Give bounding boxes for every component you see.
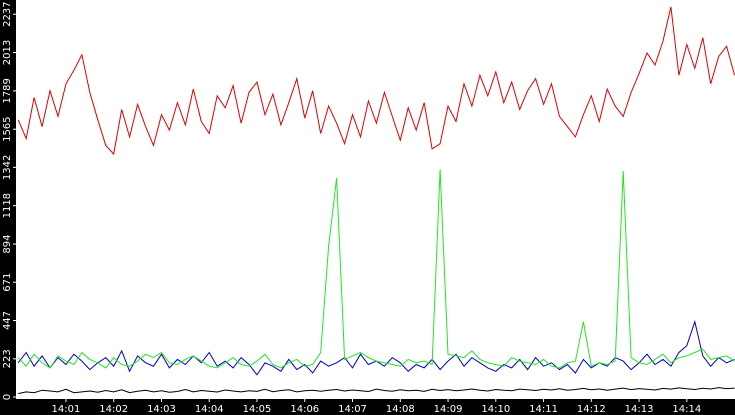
x-axis-bar — [0, 399, 735, 415]
x-tick-label: 14:09 — [434, 404, 463, 415]
x-tick-label: 14:01 — [52, 404, 81, 415]
x-tick-label: 14:04 — [195, 404, 224, 415]
series-line — [17, 6, 735, 156]
series-line — [18, 387, 735, 395]
y-tick-label: 1342 — [2, 155, 13, 180]
x-tick-label: 14:11 — [529, 404, 558, 415]
x-tick-label: 14:12 — [577, 404, 606, 415]
x-tick-label: 14:08 — [386, 404, 415, 415]
x-tick-label: 14:03 — [147, 404, 176, 415]
x-tick-label: 14:06 — [290, 404, 319, 415]
y-tick-label: 1789 — [2, 78, 13, 103]
y-tick-label: 1118 — [2, 193, 13, 218]
x-tick-label: 14:10 — [481, 404, 510, 415]
x-tick-label: 14:07 — [338, 404, 367, 415]
x-tick-label: 14:02 — [99, 404, 128, 415]
y-tick-label: 2013 — [2, 40, 13, 65]
y-tick-label: 1565 — [2, 116, 13, 141]
x-tick-label: 14:05 — [243, 404, 272, 415]
y-tick-label: 223 — [2, 349, 13, 368]
series-line — [17, 169, 735, 369]
y-axis-bar — [0, 0, 16, 415]
y-tick-label: 0 — [2, 394, 13, 400]
x-tick-label: 14:14 — [672, 404, 701, 415]
y-tick-label: 447 — [2, 311, 13, 330]
y-tick-label: 894 — [2, 234, 13, 253]
y-tick-label: 671 — [2, 273, 13, 292]
x-tick-label: 14:13 — [625, 404, 654, 415]
y-tick-label: 2237 — [2, 1, 13, 26]
